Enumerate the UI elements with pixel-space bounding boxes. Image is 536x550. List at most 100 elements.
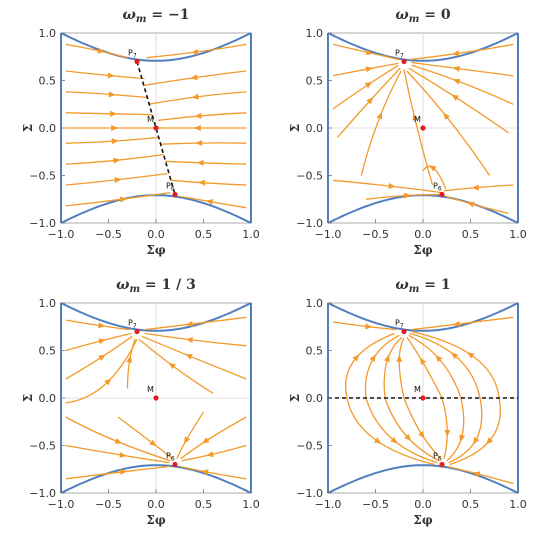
x-tick-label: 0.0 xyxy=(147,498,165,511)
streamline xyxy=(332,62,399,77)
fixed-point-p6 xyxy=(439,461,445,468)
streamline xyxy=(441,397,448,459)
streamline xyxy=(411,64,514,105)
flow-arrow xyxy=(184,436,191,444)
flow-arrow xyxy=(198,179,206,186)
flow-arrow xyxy=(452,320,460,327)
flow-arrow xyxy=(444,429,451,437)
streamline xyxy=(144,316,247,331)
streamline xyxy=(332,64,399,110)
flow-arrow xyxy=(486,437,494,445)
x-axis-label: Σφ xyxy=(413,513,432,527)
upper-boundary-curve xyxy=(60,32,252,62)
streamline xyxy=(411,316,514,331)
flow-arrow xyxy=(206,451,214,458)
x-tick-label: −1.0 xyxy=(48,228,75,241)
x-tick-label: 0.0 xyxy=(414,498,432,511)
flow-arrow xyxy=(185,337,193,344)
x-axis-label: Σφ xyxy=(413,243,432,257)
flow-arrow xyxy=(104,378,112,386)
flow-arrow xyxy=(98,354,106,361)
flow-arrow xyxy=(364,81,373,89)
streamline xyxy=(65,319,130,331)
streamline xyxy=(181,444,247,462)
streamline xyxy=(384,397,440,462)
streamline xyxy=(65,332,132,352)
flow-arrow xyxy=(149,439,157,447)
x-axis-label: Σφ xyxy=(146,513,165,527)
streamline xyxy=(403,397,442,460)
flow-arrow xyxy=(373,437,382,444)
flow-arrow xyxy=(376,111,383,120)
y-tick-label: 0.0 xyxy=(306,392,324,405)
y-tick-label: 1.0 xyxy=(39,297,57,310)
flow-arrow xyxy=(201,437,210,444)
streamline xyxy=(148,91,247,105)
streamline xyxy=(65,465,171,480)
flow-arrow xyxy=(97,47,105,54)
streamline xyxy=(65,444,170,464)
point-label-p6: P6 xyxy=(166,182,175,193)
streamline xyxy=(65,338,138,404)
x-tick-label: −1.0 xyxy=(315,228,342,241)
lower-boundary-curve xyxy=(327,464,519,494)
streamline xyxy=(157,112,247,122)
flow-arrow xyxy=(119,451,127,458)
streamline xyxy=(65,43,128,59)
y-tick-label: −0.5 xyxy=(296,440,323,453)
y-axis-label: Σ xyxy=(21,394,35,402)
streamline xyxy=(409,332,481,399)
flow-arrow xyxy=(98,322,106,329)
x-tick-label: 0.0 xyxy=(147,228,165,241)
streamline xyxy=(337,67,401,138)
flow-arrow xyxy=(190,74,198,81)
fixed-point-p6 xyxy=(172,461,178,468)
y-tick-label: 0.0 xyxy=(39,122,57,135)
flow-arrow xyxy=(205,199,214,205)
point-label-p6: P6 xyxy=(433,452,442,463)
point-label-p7: P7 xyxy=(128,49,137,60)
y-tick-label: 0.5 xyxy=(39,345,57,358)
point-label-p6: P6 xyxy=(166,452,175,463)
streamline xyxy=(364,334,400,399)
streamline xyxy=(365,397,438,464)
flow-arrow xyxy=(190,48,199,55)
flow-arrow xyxy=(168,362,176,370)
streamline xyxy=(65,136,158,144)
streamline xyxy=(360,70,402,176)
flow-arrow xyxy=(352,354,360,362)
upper-boundary-curve xyxy=(327,302,519,332)
flow-arrow xyxy=(119,196,128,203)
streamline xyxy=(65,91,149,99)
fixed-point-m xyxy=(153,125,159,131)
flow-arrow xyxy=(451,94,459,101)
streamline xyxy=(65,153,164,165)
flow-arrow xyxy=(404,433,412,442)
flow-arrow xyxy=(459,434,466,442)
y-tick-label: 0.5 xyxy=(306,75,324,88)
streamline xyxy=(448,397,483,464)
flow-arrow xyxy=(119,469,128,476)
flow-arrow xyxy=(418,431,425,439)
streamline xyxy=(179,195,247,209)
point-label-p7: P7 xyxy=(395,319,404,330)
flow-arrow xyxy=(194,112,202,119)
flow-arrow xyxy=(110,110,118,117)
x-tick-label: −1.0 xyxy=(48,498,75,511)
y-tick-label: 1.0 xyxy=(39,27,57,40)
streamline xyxy=(332,43,400,61)
panel-title: ωm = 1 xyxy=(395,277,450,295)
point-label-m: M xyxy=(147,385,154,394)
x-tick-label: −0.5 xyxy=(362,228,389,241)
x-tick-label: 0.5 xyxy=(462,228,480,241)
flow-arrow xyxy=(366,97,374,105)
streamline xyxy=(403,68,434,186)
flow-arrow xyxy=(193,125,201,131)
x-tick-label: 1.0 xyxy=(509,228,527,241)
point-label-p7: P7 xyxy=(395,49,404,60)
streamline xyxy=(160,142,247,145)
flow-arrow xyxy=(452,65,460,72)
streamline xyxy=(65,112,153,116)
upper-boundary-curve xyxy=(60,302,252,332)
fixed-point-m xyxy=(420,395,426,401)
